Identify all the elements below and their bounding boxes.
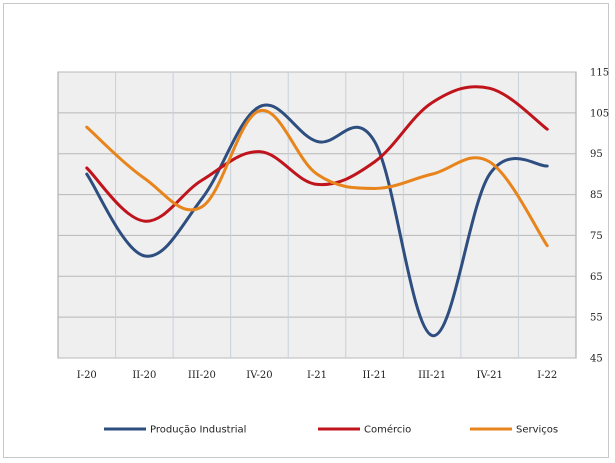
x-tick-label: II-20 (132, 370, 156, 381)
series-line-1 (85, 85, 549, 223)
x-tick-label: IV-21 (476, 370, 502, 381)
legend-label: Comércio (364, 424, 411, 436)
y-tick-label: 105 (590, 108, 609, 119)
x-tick-label: II-21 (363, 370, 387, 381)
x-tick-label: III-21 (418, 370, 446, 381)
y-tick-label: 115 (590, 68, 609, 79)
x-tick-label: I-21 (307, 370, 327, 381)
y-tick-label: 45 (590, 354, 603, 365)
y-tick-label: 75 (590, 231, 603, 242)
x-tick-label: III-20 (188, 370, 216, 381)
y-tick-label: 85 (590, 190, 603, 201)
x-tick-label: I-22 (537, 370, 557, 381)
y-tick-label: 55 (590, 313, 603, 324)
series-line-2 (85, 109, 549, 248)
gridlines (58, 71, 576, 359)
series-lines (85, 85, 549, 338)
x-axis-ticks: I-20 II-20 III-20 IV-20 I-21 II-21 III-21 IV-21… (77, 370, 558, 381)
legend-label: Produção Industrial (150, 425, 246, 436)
legend: Produção Industrial Comércio Serviços (104, 424, 558, 436)
y-axis-ticks: 45 55 65 75 85 95 105 115 (590, 68, 609, 365)
legend-label: Serviços (516, 425, 558, 436)
x-tick-label: I-20 (77, 370, 97, 381)
y-tick-label: 95 (590, 149, 603, 160)
series-line-0 (85, 103, 549, 338)
x-tick-label: IV-20 (246, 370, 272, 381)
plot-area (57, 71, 577, 359)
y-tick-label: 65 (590, 272, 603, 283)
